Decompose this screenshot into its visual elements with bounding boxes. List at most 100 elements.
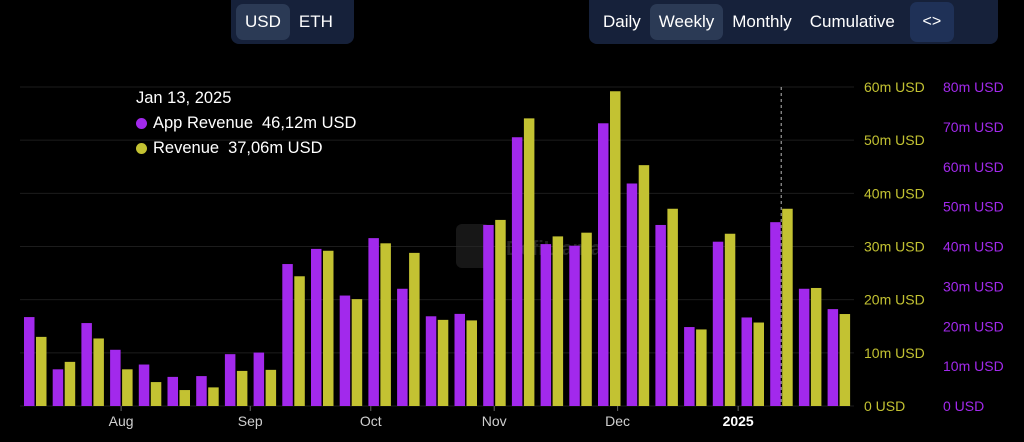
bar-app-revenue: [827, 309, 839, 406]
currency-toggle: USD ETH: [231, 0, 354, 44]
bar-revenue: [810, 287, 822, 406]
y-left-tick-label: 50m USD: [864, 132, 925, 148]
tooltip-value: 46,12m USD: [262, 114, 357, 132]
bar-app-revenue: [339, 295, 351, 406]
y-axis-left: 0 USD 10m USD 20m USD 30m USD 40m USD 50m USD…: [864, 79, 925, 414]
bar-revenue: [782, 208, 793, 406]
bar-revenue: [839, 314, 851, 406]
bar-revenue: [323, 250, 334, 406]
chart-tooltip: Jan 13, 2025 App Revenue 46,12m USD Reve…: [136, 86, 356, 161]
bar-revenue: [610, 91, 621, 407]
y-right-tick-label: 50m USD: [943, 199, 1004, 215]
x-tick-label: Oct: [360, 413, 382, 429]
y-left-tick-label: 30m USD: [864, 239, 925, 255]
daily-button[interactable]: Daily: [603, 12, 641, 31]
tooltip-date: Jan 13, 2025: [136, 89, 232, 107]
x-tick-label: Aug: [109, 413, 134, 429]
gridlines: [20, 86, 854, 407]
bar-app-revenue: [511, 137, 523, 406]
bar-revenue: [724, 233, 736, 406]
bar-revenue: [380, 243, 391, 406]
bar-revenue: [552, 236, 564, 406]
bar-revenue: [265, 369, 277, 406]
app-revenue-dot-icon: [136, 118, 147, 129]
bar-app-revenue: [712, 241, 724, 406]
y-left-tick-label: 60m USD: [864, 79, 925, 95]
watermark-logo: [456, 224, 490, 268]
bar-app-revenue: [24, 317, 35, 406]
usd-button[interactable]: USD: [236, 4, 290, 40]
y-right-tick-label: 70m USD: [943, 119, 1004, 135]
eth-button[interactable]: ETH: [298, 12, 333, 31]
bar-revenue: [236, 370, 248, 406]
bar-app-revenue: [224, 354, 236, 406]
bar-revenue: [466, 320, 477, 406]
bar-revenue: [351, 299, 363, 406]
bar-app-revenue: [626, 183, 638, 406]
tooltip-row-app-revenue: App Revenue 46,12m USD: [136, 111, 356, 136]
bar-app-revenue: [798, 288, 810, 406]
bar-app-revenue: [598, 123, 609, 406]
period-toggle: Daily Weekly Monthly Cumulative <>: [589, 0, 998, 44]
bar-app-revenue: [138, 364, 150, 406]
y-axis-right: 0 USD 10m USD 20m USD 30m USD 40m USD 50m USD…: [943, 79, 1004, 414]
bar-revenue: [581, 232, 592, 406]
bar-app-revenue: [110, 349, 121, 406]
bar-app-revenue: [368, 238, 379, 406]
x-tick-label: Dec: [605, 413, 630, 429]
revenue-dot-icon: [136, 143, 147, 154]
bar-revenue: [36, 336, 47, 406]
x-tick-label: Nov: [482, 413, 507, 429]
bar-app-revenue: [253, 352, 265, 406]
bar-revenue: [495, 219, 506, 406]
x-tick-label: Sep: [238, 413, 263, 429]
bar-revenue: [437, 319, 449, 406]
bar-revenue: [64, 361, 76, 406]
bar-app-revenue: [425, 316, 437, 406]
y-right-tick-label: 60m USD: [943, 159, 1004, 175]
bar-revenue: [122, 369, 133, 406]
bar-revenue: [696, 329, 707, 406]
monthly-button[interactable]: Monthly: [732, 12, 792, 31]
x-axis: Aug Sep Oct Nov Dec 2025: [109, 406, 754, 429]
bar-app-revenue: [282, 264, 293, 406]
cumulative-button[interactable]: Cumulative: [809, 12, 895, 31]
bar-app-revenue: [167, 376, 178, 406]
bar-app-revenue: [81, 323, 92, 406]
y-right-tick-label: 80m USD: [943, 79, 1004, 95]
bar-app-revenue: [770, 222, 781, 406]
bar-app-revenue: [741, 317, 752, 406]
x-tick-label: 2025: [723, 413, 754, 429]
bar-revenue: [667, 208, 678, 406]
code-brackets-icon[interactable]: <>: [909, 2, 954, 42]
bar-revenue: [294, 276, 305, 406]
y-right-tick-label: 10m USD: [943, 358, 1004, 374]
bar-app-revenue: [52, 369, 64, 406]
bars: [24, 91, 851, 407]
bar-revenue: [409, 252, 420, 406]
tooltip-value: 37,06m USD: [228, 139, 323, 157]
weekly-button[interactable]: Weekly: [649, 4, 724, 40]
bar-app-revenue: [483, 224, 494, 406]
bar-app-revenue: [311, 248, 322, 406]
bar-revenue: [523, 118, 535, 406]
tooltip-label: App Revenue: [153, 114, 253, 132]
bar-app-revenue: [684, 327, 695, 406]
bar-app-revenue: [569, 245, 580, 406]
y-left-tick-label: 0 USD: [864, 398, 905, 414]
tooltip-row-revenue: Revenue 37,06m USD: [136, 136, 356, 161]
y-left-tick-label: 40m USD: [864, 185, 925, 201]
bar-revenue: [753, 322, 764, 406]
bar-app-revenue: [196, 376, 207, 406]
y-right-tick-label: 20m USD: [943, 318, 1004, 334]
bar-revenue: [638, 165, 650, 406]
y-left-tick-label: 10m USD: [864, 345, 925, 361]
bar-revenue: [150, 382, 162, 406]
tooltip-label: Revenue: [153, 139, 220, 157]
bar-app-revenue: [397, 288, 408, 406]
bar-app-revenue: [454, 313, 465, 406]
y-left-tick-label: 20m USD: [864, 292, 925, 308]
bar-revenue: [93, 338, 104, 406]
bar-app-revenue: [540, 244, 552, 406]
